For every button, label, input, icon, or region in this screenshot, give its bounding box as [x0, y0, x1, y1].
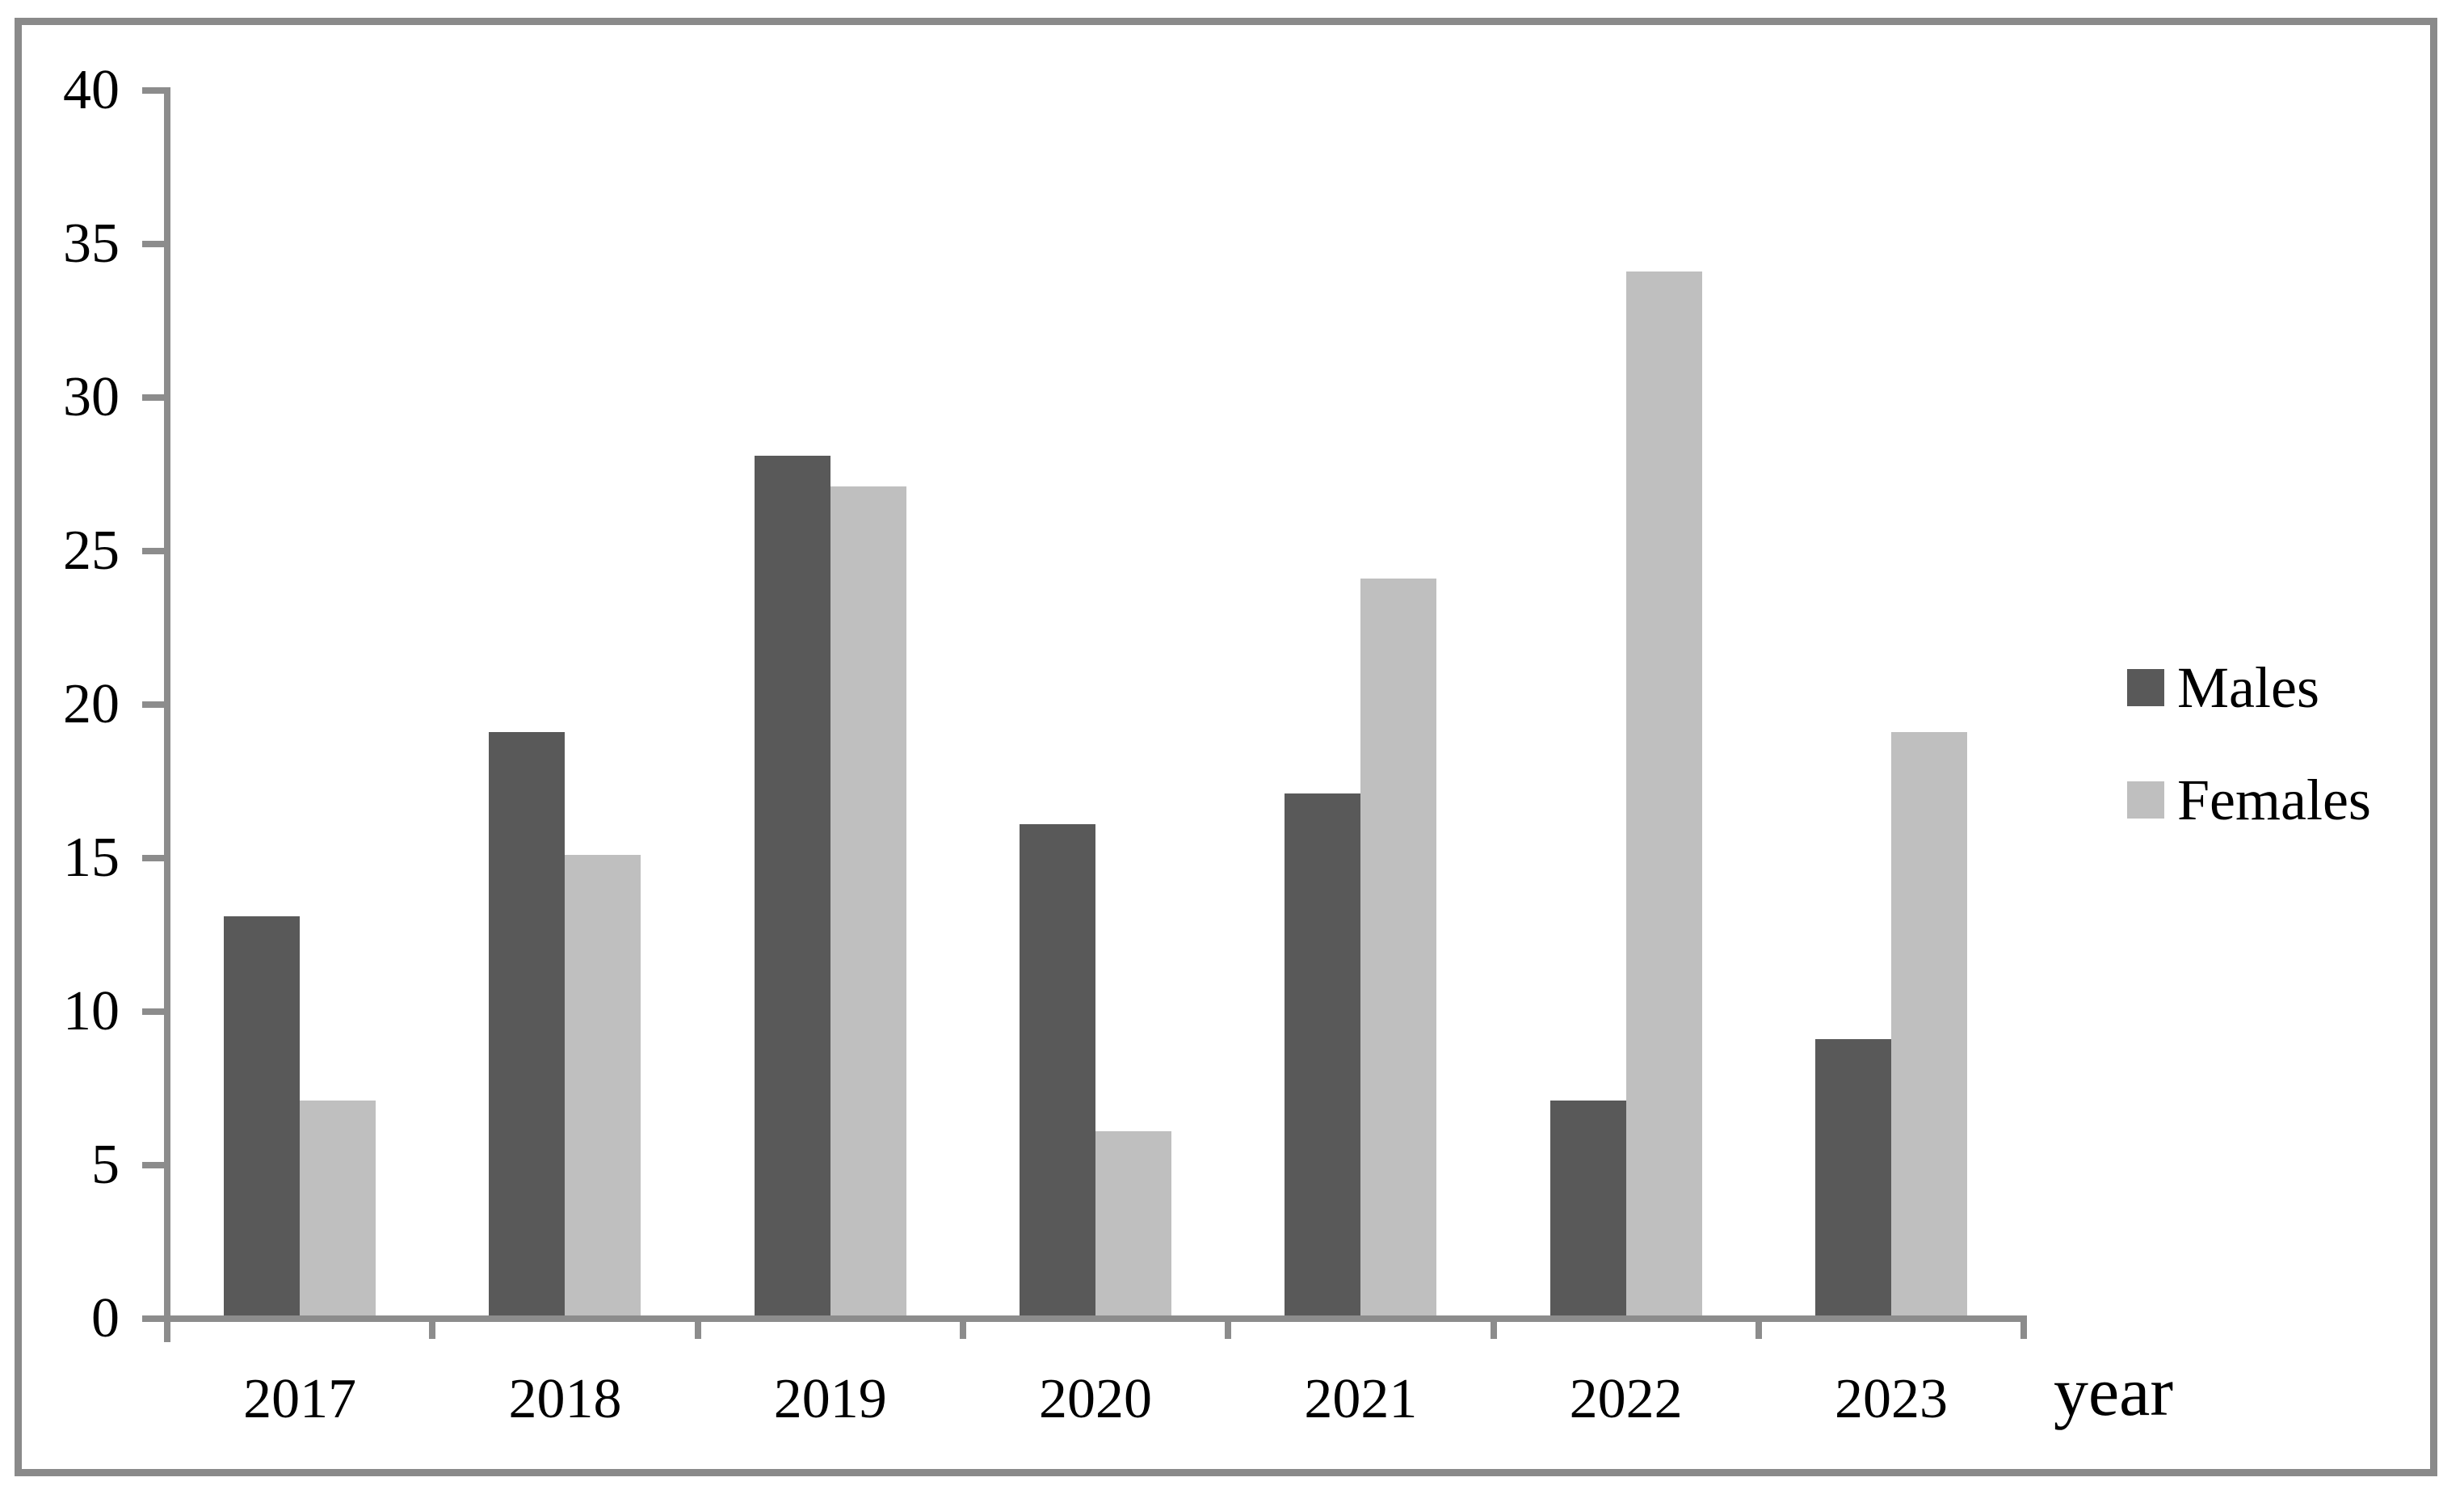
legend-item-males: Males: [2127, 659, 2319, 717]
y-tick-label-10: 10: [63, 980, 120, 1042]
x-tick-label-2018: 2018: [508, 1368, 622, 1430]
y-tick-label-30: 30: [63, 366, 120, 428]
legend-item-females: Females: [2127, 771, 2371, 829]
legend-swatch-males: [2127, 669, 2164, 706]
x-boundary-tick-6: [1755, 1315, 1762, 1339]
x-tick-label-2021: 2021: [1304, 1368, 1418, 1430]
bar-males-2017: [224, 916, 301, 1315]
bar-females-2020: [1095, 1131, 1172, 1315]
y-tick-10: [142, 1008, 170, 1015]
bar-males-2021: [1285, 793, 1361, 1315]
bar-females-2021: [1360, 579, 1437, 1315]
legend-label-females: Females: [2177, 768, 2371, 832]
x-axis-title: year: [2054, 1353, 2173, 1430]
bar-females-2019: [830, 486, 906, 1315]
bar-females-2017: [300, 1101, 376, 1315]
y-tick-35: [142, 241, 170, 247]
x-boundary-tick-7: [2020, 1315, 2028, 1339]
bar-males-2018: [489, 732, 566, 1315]
x-boundary-tick-1: [429, 1315, 436, 1339]
x-boundary-tick-5: [1490, 1315, 1497, 1339]
x-tick-label-2023: 2023: [1834, 1368, 1948, 1430]
x-tick-label-2017: 2017: [243, 1368, 357, 1430]
x-boundary-tick-4: [1225, 1315, 1232, 1339]
bar-females-2018: [565, 855, 641, 1315]
bar-males-2022: [1549, 1101, 1626, 1315]
y-tick-label-5: 5: [91, 1134, 120, 1196]
y-tick-25: [142, 548, 170, 554]
x-boundary-tick-2: [694, 1315, 701, 1339]
y-tick-label-15: 15: [63, 827, 120, 889]
x-tick-label-2020: 2020: [1039, 1368, 1153, 1430]
y-tick-0: [142, 1315, 170, 1322]
x-tick-label-2019: 2019: [773, 1368, 887, 1430]
bar-females-2023: [1890, 732, 1967, 1315]
y-tick-5: [142, 1162, 170, 1168]
y-tick-label-40: 40: [63, 59, 120, 121]
y-tick-label-0: 0: [91, 1287, 120, 1349]
y-axis-line: [164, 87, 170, 1342]
y-tick-40: [142, 87, 170, 94]
bar-males-2019: [754, 456, 830, 1315]
x-tick-label-2022: 2022: [1569, 1368, 1683, 1430]
bar-males-2023: [1814, 1039, 1891, 1315]
bar-females-2022: [1625, 271, 1702, 1315]
y-tick-15: [142, 855, 170, 861]
legend-label-males: Males: [2177, 655, 2319, 720]
bar-males-2020: [1020, 824, 1096, 1315]
y-tick-30: [142, 394, 170, 401]
x-boundary-tick-3: [959, 1315, 966, 1339]
x-axis-line: [164, 1315, 2027, 1322]
y-tick-label-20: 20: [63, 673, 120, 735]
y-tick-label-25: 25: [63, 520, 120, 582]
legend-swatch-females: [2127, 781, 2164, 819]
y-tick-20: [142, 701, 170, 708]
chart-frame-border: [15, 18, 2437, 1476]
y-tick-label-35: 35: [63, 213, 120, 275]
